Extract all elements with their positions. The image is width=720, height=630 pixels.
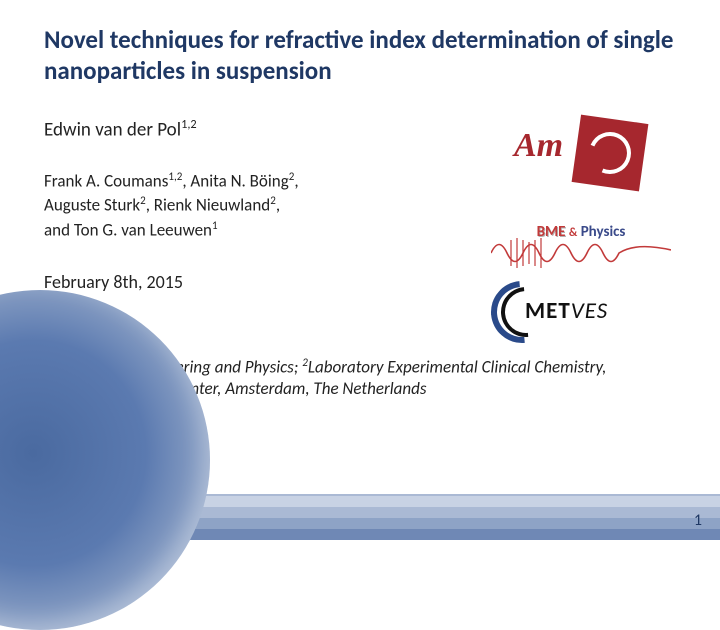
bme-physics-logo: BME & Physics [491, 211, 671, 253]
presenter-name: Edwin van der Pol [44, 118, 181, 141]
bme-physics-text: BME & Physics [537, 223, 626, 241]
presenter-sup: 1,2 [181, 117, 197, 132]
page-number: 1 [694, 511, 702, 530]
metves-text: METVES [525, 297, 608, 325]
author-list: Frank A. Coumans1,2, Anita N. Böing2,Aug… [44, 169, 486, 243]
slide-title: Novel techniques for refractive index de… [44, 24, 676, 87]
amc-logo: Am [506, 117, 656, 187]
logo-column: Am BME & Physics [486, 117, 676, 347]
amc-logo-text: Am [514, 127, 563, 165]
left-column: Edwin van der Pol1,2 Frank A. Coumans1,2… [44, 117, 486, 317]
presenter: Edwin van der Pol1,2 [44, 117, 486, 141]
amc-logo-square-icon [572, 114, 649, 191]
presentation-date: February 8th, 2015 [44, 271, 486, 293]
content-row: Edwin van der Pol1,2 Frank A. Coumans1,2… [44, 117, 676, 347]
metves-logo: METVES [491, 277, 671, 347]
amc-logo-circle-icon [583, 125, 638, 180]
